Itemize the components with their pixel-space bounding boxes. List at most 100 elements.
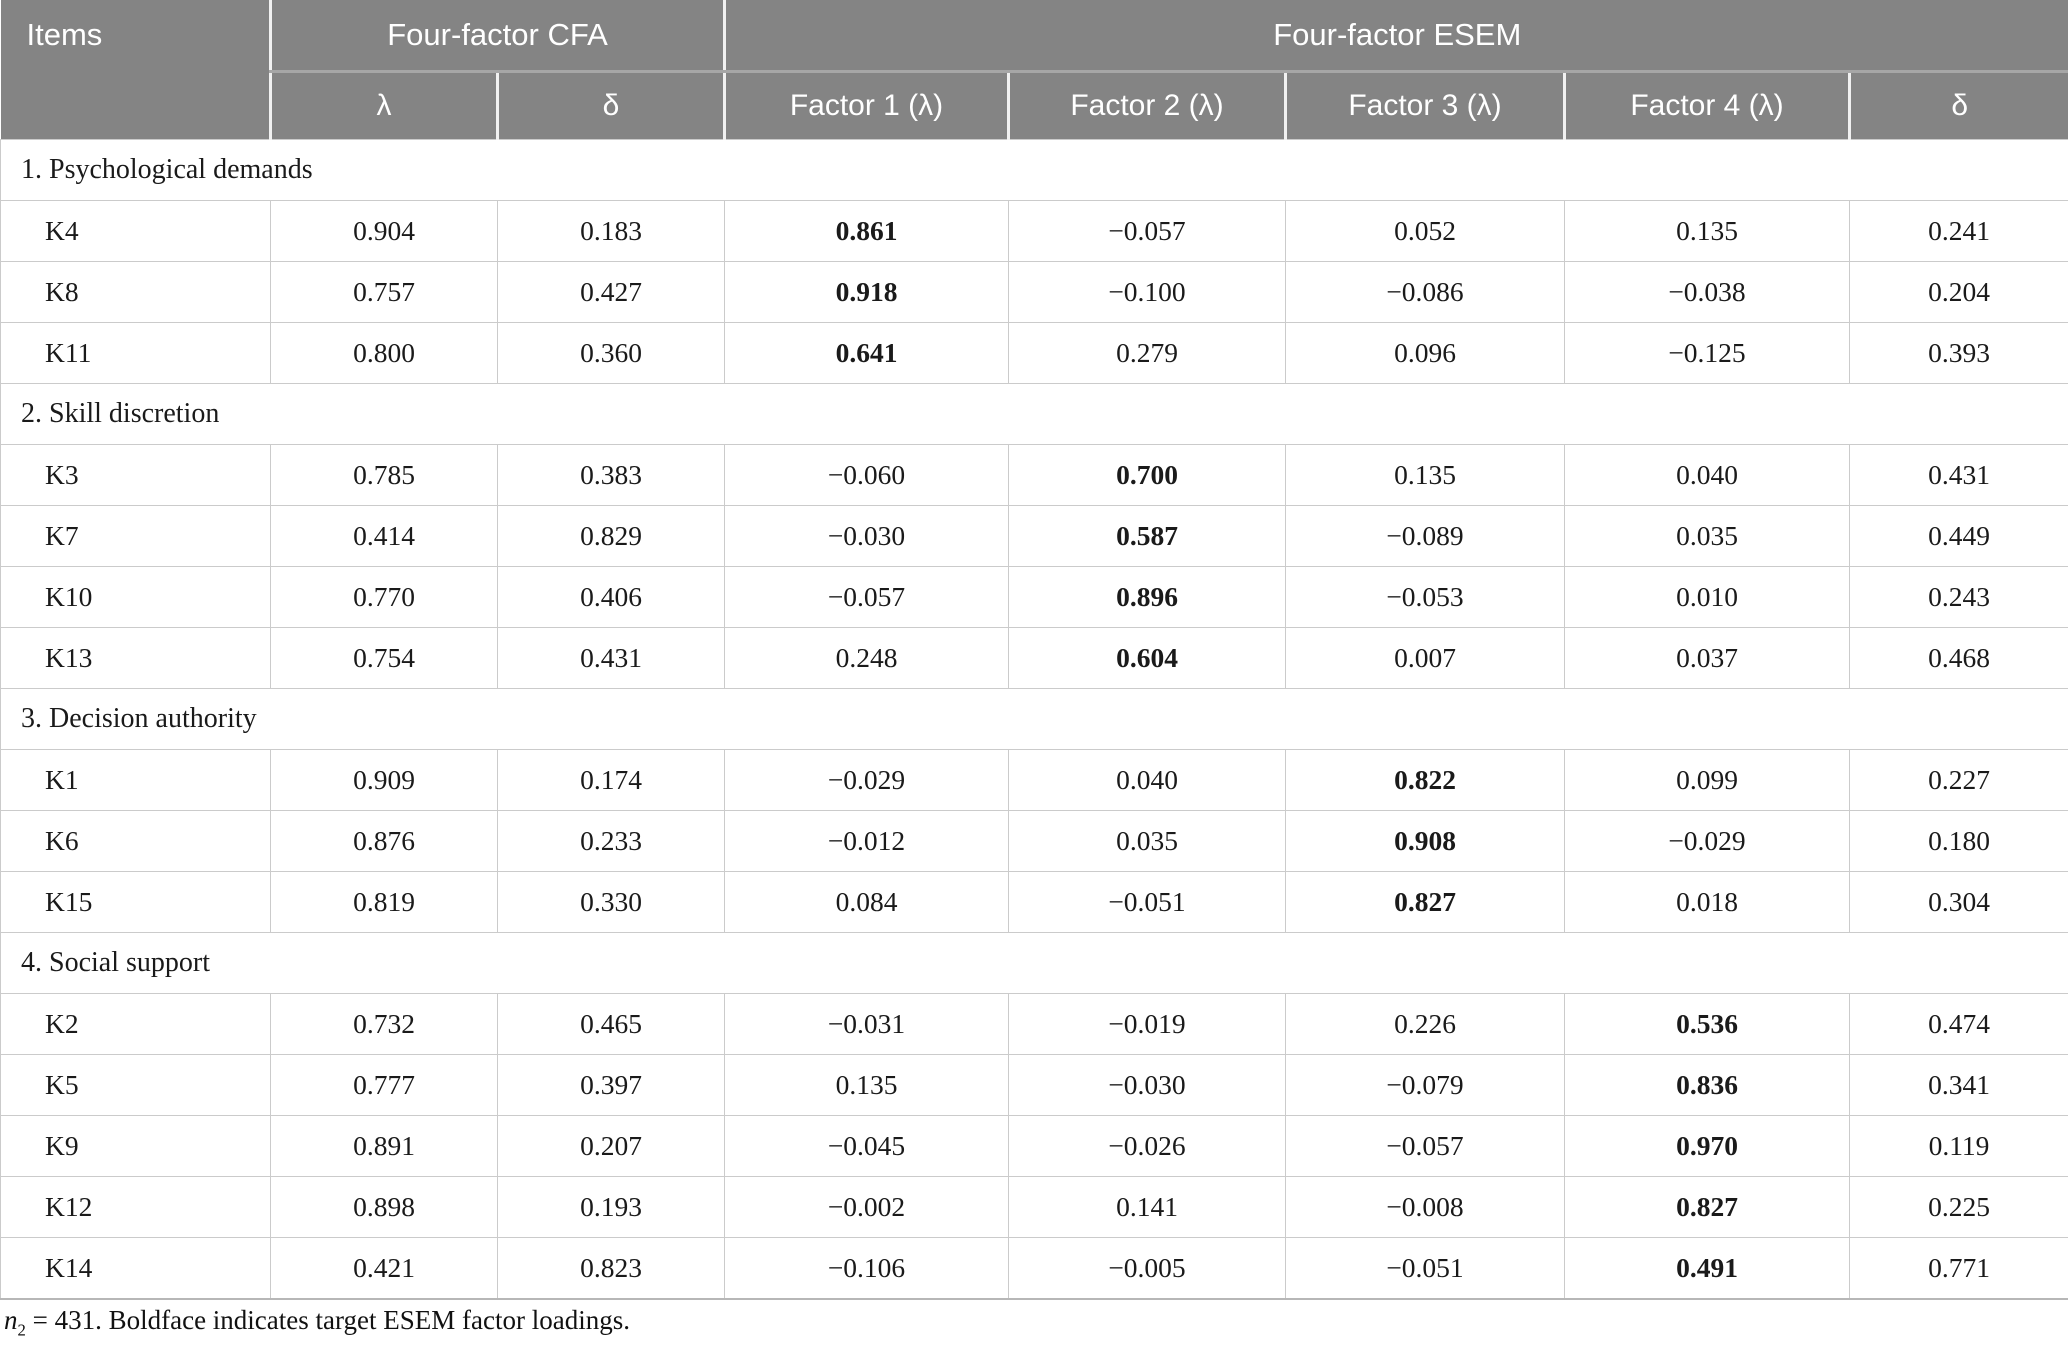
section-title: 4. Social support [0, 932, 2068, 994]
esem-value-cell: 0.431 [1848, 444, 2068, 506]
cfa-value-cell: 0.406 [497, 566, 725, 628]
data-row: K11 0.800 0.360 0.641 0.279 0.096 −0.125 0.393 [0, 322, 2068, 384]
esem-value-cell: 0.141 [1008, 1176, 1286, 1238]
esem-value-cell: −0.057 [724, 566, 1009, 628]
item-label-cell: K5 [0, 1054, 271, 1116]
data-row: K4 0.904 0.183 0.861 −0.057 0.052 0.135 0.241 [0, 200, 2068, 262]
item-label-cell: K15 [0, 871, 271, 933]
esem-value-cell: 0.822 [1285, 749, 1565, 811]
esem-value-cell: −0.051 [1285, 1237, 1565, 1300]
esem-value-cell: 0.468 [1848, 627, 2068, 689]
esem-value-cell: 0.040 [1564, 444, 1850, 506]
cfa-value-cell: 0.891 [270, 1115, 498, 1177]
cfa-value-cell: 0.174 [497, 749, 725, 811]
item-label-cell: K11 [0, 322, 271, 384]
esem-value-cell: −0.026 [1008, 1115, 1286, 1177]
cfa-value-cell: 0.876 [270, 810, 498, 872]
esem-value-cell: 0.587 [1008, 505, 1286, 567]
item-label-cell: K13 [0, 627, 271, 689]
col-header-items: Items [0, 0, 271, 140]
esem-value-cell: 0.096 [1285, 322, 1565, 384]
esem-value-cell: 0.279 [1008, 322, 1286, 384]
esem-value-cell: −0.053 [1285, 566, 1565, 628]
esem-value-cell: 0.135 [1564, 200, 1850, 262]
paper-table-page: Items Four-factor CFA Four-factor ESEM λ… [0, 0, 2068, 1339]
esem-value-cell: −0.029 [724, 749, 1009, 811]
data-row: K3 0.785 0.383 −0.060 0.700 0.135 0.040 0.431 [0, 444, 2068, 506]
esem-value-cell: 0.225 [1848, 1176, 2068, 1238]
esem-value-cell: 0.861 [724, 200, 1009, 262]
col-header-esem-factor2: Factor 2 (λ) [1007, 71, 1286, 140]
section-title: 1. Psychological demands [0, 139, 2068, 201]
esem-value-cell: 0.040 [1008, 749, 1286, 811]
esem-value-cell: 0.010 [1564, 566, 1850, 628]
esem-value-cell: −0.057 [1008, 200, 1286, 262]
table-footnote: n2 = 431. Boldface indicates target ESEM… [4, 1305, 2068, 1339]
data-row: K10 0.770 0.406 −0.057 0.896 −0.053 0.010 0.243 [0, 566, 2068, 628]
esem-value-cell: −0.029 [1564, 810, 1850, 872]
cfa-value-cell: 0.207 [497, 1115, 725, 1177]
sub-header-row: λ δ Factor 1 (λ) Factor 2 (λ) Factor 3 (… [1, 71, 2068, 140]
cfa-value-cell: 0.383 [497, 444, 725, 506]
data-row: K13 0.754 0.431 0.248 0.604 0.007 0.037 0.468 [0, 627, 2068, 689]
esem-value-cell: −0.045 [724, 1115, 1009, 1177]
esem-value-cell: 0.243 [1848, 566, 2068, 628]
footnote-subscript: 2 [17, 1320, 26, 1340]
esem-value-cell: 0.393 [1848, 322, 2068, 384]
item-label-cell: K1 [0, 749, 271, 811]
footnote-text: = 431. Boldface indicates target ESEM fa… [25, 1305, 630, 1335]
data-row: K7 0.414 0.829 −0.030 0.587 −0.089 0.035 0.449 [0, 505, 2068, 567]
cfa-value-cell: 0.427 [497, 261, 725, 323]
esem-value-cell: 0.536 [1564, 993, 1850, 1055]
esem-value-cell: 0.836 [1564, 1054, 1850, 1116]
data-row: K9 0.891 0.207 −0.045 −0.026 −0.057 0.970 0.119 [0, 1115, 2068, 1177]
esem-value-cell: 0.304 [1848, 871, 2068, 933]
esem-value-cell: 0.180 [1848, 810, 2068, 872]
esem-value-cell: −0.019 [1008, 993, 1286, 1055]
esem-value-cell: 0.771 [1848, 1237, 2068, 1300]
esem-value-cell: 0.896 [1008, 566, 1286, 628]
item-label-cell: K6 [0, 810, 271, 872]
table-body: 1. Psychological demands K4 0.904 0.183 0.86… [0, 139, 2068, 1300]
esem-value-cell: −0.089 [1285, 505, 1565, 567]
esem-value-cell: 0.474 [1848, 993, 2068, 1055]
section-row: 2. Skill discretion [0, 383, 2068, 445]
esem-value-cell: 0.241 [1848, 200, 2068, 262]
cfa-value-cell: 0.770 [270, 566, 498, 628]
esem-value-cell: −0.002 [724, 1176, 1009, 1238]
esem-value-cell: 0.248 [724, 627, 1009, 689]
data-row: K8 0.757 0.427 0.918 −0.100 −0.086 −0.038 0.204 [0, 261, 2068, 323]
esem-value-cell: 0.449 [1848, 505, 2068, 567]
esem-value-cell: 0.918 [724, 261, 1009, 323]
section-title: 3. Decision authority [0, 688, 2068, 750]
group-header-row: Items Four-factor CFA Four-factor ESEM [0, 0, 2068, 140]
cfa-value-cell: 0.233 [497, 810, 725, 872]
col-header-esem-delta: δ [1847, 71, 2068, 140]
esem-value-cell: −0.051 [1008, 871, 1286, 933]
esem-value-cell: 0.827 [1285, 871, 1565, 933]
data-row: K12 0.898 0.193 −0.002 0.141 −0.008 0.827 0.225 [0, 1176, 2068, 1238]
col-header-esem-factor4: Factor 4 (λ) [1563, 71, 1850, 140]
esem-value-cell: 0.604 [1008, 627, 1286, 689]
col-header-esem-factor3: Factor 3 (λ) [1284, 71, 1565, 140]
esem-value-cell: −0.086 [1285, 261, 1565, 323]
esem-value-cell: −0.125 [1564, 322, 1850, 384]
esem-value-cell: 0.135 [724, 1054, 1009, 1116]
esem-value-cell: 0.827 [1564, 1176, 1850, 1238]
esem-value-cell: 0.007 [1285, 627, 1565, 689]
data-row: K15 0.819 0.330 0.084 −0.051 0.827 0.018 0.304 [0, 871, 2068, 933]
esem-value-cell: −0.079 [1285, 1054, 1565, 1116]
section-title: 2. Skill discretion [0, 383, 2068, 445]
item-label-cell: K7 [0, 505, 271, 567]
esem-value-cell: −0.012 [724, 810, 1009, 872]
footnote-variable: n [4, 1305, 18, 1335]
esem-value-cell: −0.038 [1564, 261, 1850, 323]
item-label-cell: K9 [0, 1115, 271, 1177]
esem-value-cell: −0.008 [1285, 1176, 1565, 1238]
col-header-esem-factor1: Factor 1 (λ) [723, 71, 1009, 140]
data-row: K2 0.732 0.465 −0.031 −0.019 0.226 0.536 0.474 [0, 993, 2068, 1055]
item-label-cell: K3 [0, 444, 271, 506]
cfa-value-cell: 0.193 [497, 1176, 725, 1238]
esem-value-cell: 0.204 [1848, 261, 2068, 323]
item-label-cell: K2 [0, 993, 271, 1055]
